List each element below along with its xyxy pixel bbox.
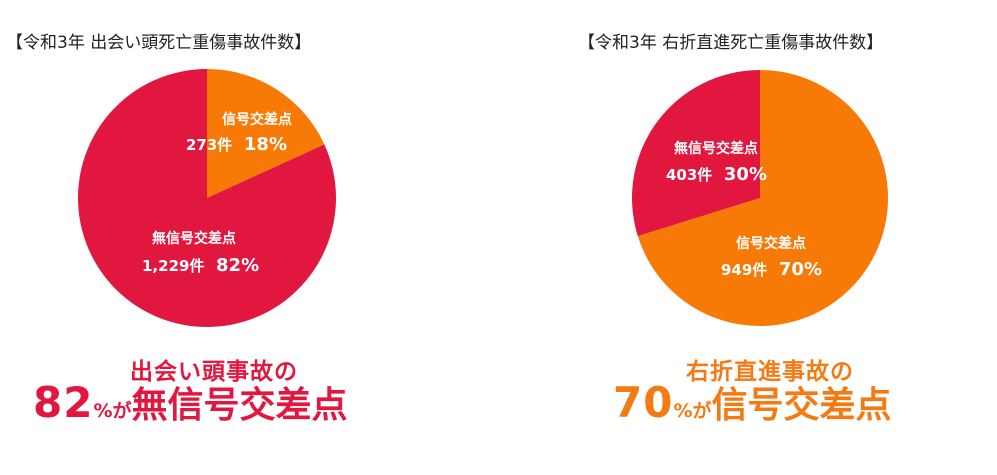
right-slice-1-pct: 30% bbox=[724, 164, 767, 185]
right-slice-1-count: 403件 bbox=[666, 166, 712, 184]
left-chart-title: 【令和3年 出会い頭死亡重傷事故件数】 bbox=[6, 33, 312, 53]
left-slice-0-pct: 18% bbox=[244, 134, 287, 155]
right-chart-title: 【令和3年 右折直進死亡重傷事故件数】 bbox=[578, 33, 884, 53]
left-caption-pct-unit: %が bbox=[93, 400, 132, 422]
left-slice-0-label: 信号交差点 bbox=[222, 111, 292, 128]
right-slice-1-label: 無信号交差点 bbox=[674, 140, 758, 157]
left-chart-panel: 【令和3年 出会い頭死亡重傷事故件数】 信号交差点 273件 18% 無信号交差… bbox=[0, 0, 498, 475]
right-slice-0-label: 信号交差点 bbox=[736, 235, 806, 252]
left-slice-no-signal-intersection bbox=[78, 69, 337, 327]
right-caption-line2: 70%が信号交差点 bbox=[613, 382, 892, 424]
right-caption-pct-unit: %が bbox=[673, 400, 712, 422]
left-caption-line2: 82%が無信号交差点 bbox=[33, 382, 348, 424]
right-caption-tail: 信号交差点 bbox=[711, 385, 892, 426]
left-caption-pct: 82 bbox=[33, 378, 94, 427]
left-caption-line1: 出会い頭事故の bbox=[130, 359, 298, 385]
right-slice-no-signal-intersection bbox=[632, 70, 760, 237]
right-chart-panel: 【令和3年 右折直進死亡重傷事故件数】 無信号交差点 403件 30% 信号交差… bbox=[498, 0, 996, 475]
left-slice-1-label: 無信号交差点 bbox=[152, 230, 236, 247]
left-slice-0-count: 273件 bbox=[186, 136, 232, 154]
left-pie-chart: 信号交差点 273件 18% 無信号交差点 1,229件 82% bbox=[78, 69, 337, 327]
right-slice-signal-intersection bbox=[637, 70, 888, 326]
right-caption-pct: 70 bbox=[613, 378, 674, 427]
left-slice-signal-intersection bbox=[207, 69, 325, 198]
left-slice-1-value: 1,229件 82% bbox=[142, 255, 259, 276]
left-slice-0-value: 273件 18% bbox=[186, 134, 287, 155]
right-slice-1-value: 403件 30% bbox=[666, 164, 767, 185]
left-caption-tail: 無信号交差点 bbox=[131, 385, 348, 426]
right-caption-line1: 右折直進事故の bbox=[686, 359, 854, 385]
right-slice-0-count: 949件 bbox=[721, 261, 767, 279]
left-slice-1-count: 1,229件 bbox=[142, 257, 204, 275]
right-slice-0-value: 949件 70% bbox=[721, 259, 822, 280]
right-slice-0-pct: 70% bbox=[779, 259, 822, 280]
right-pie-chart: 無信号交差点 403件 30% 信号交差点 949件 70% bbox=[632, 70, 888, 326]
left-slice-1-pct: 82% bbox=[216, 255, 259, 276]
